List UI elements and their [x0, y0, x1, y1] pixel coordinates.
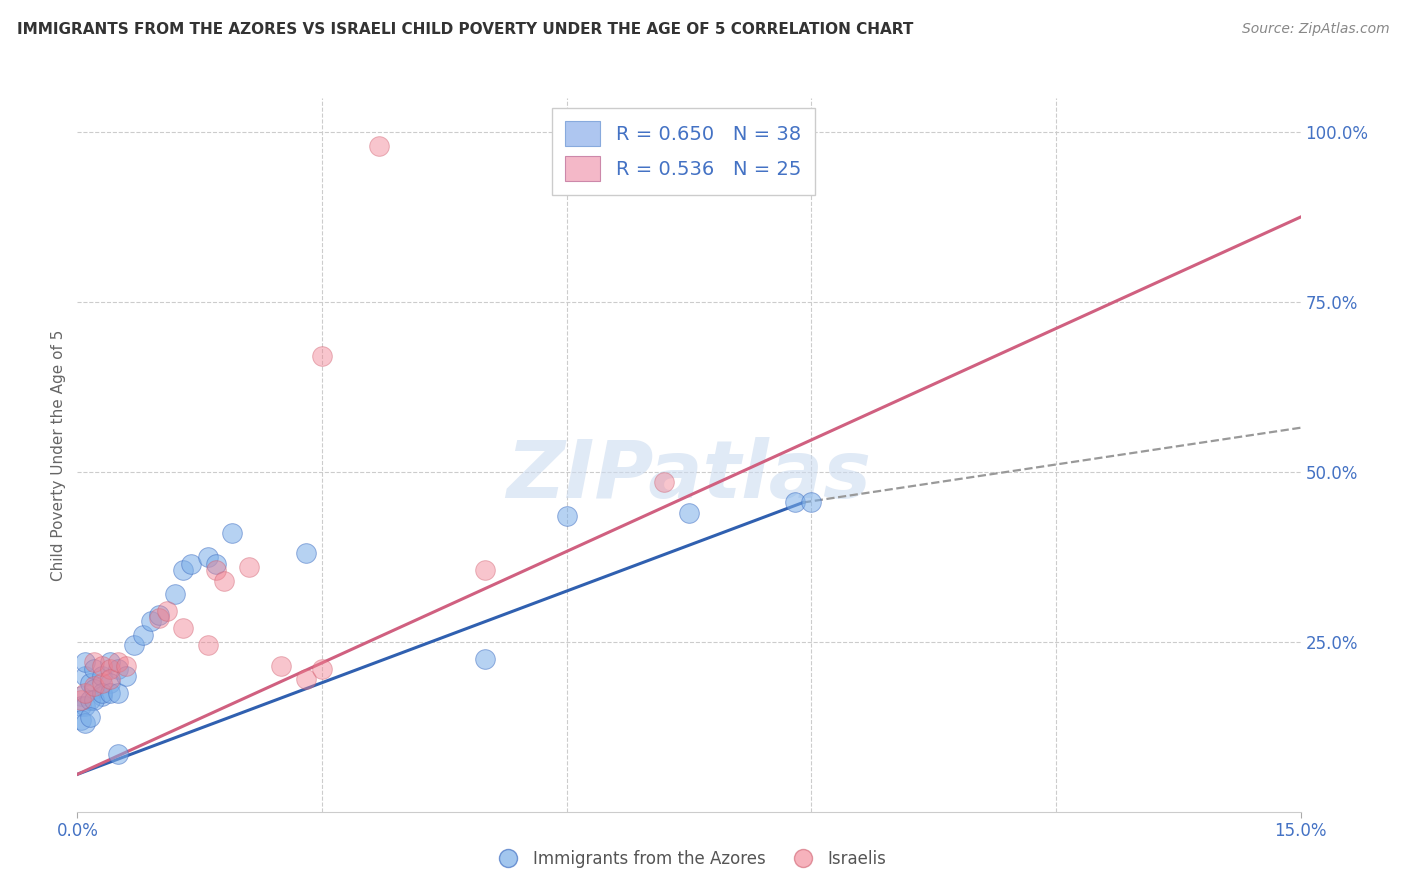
Point	[148, 611, 170, 625]
Point	[83, 692, 105, 706]
Point	[107, 686, 129, 700]
Point	[311, 662, 333, 676]
Point	[70, 713, 93, 727]
Point	[90, 689, 112, 703]
Text: IMMIGRANTS FROM THE AZORES VS ISRAELI CHILD POVERTY UNDER THE AGE OF 5 CORRELATI: IMMIGRANTS FROM THE AZORES VS ISRAELI CH…	[17, 22, 914, 37]
Point	[75, 716, 97, 731]
Point	[139, 615, 162, 629]
Point	[70, 692, 93, 706]
Text: ZIPatlas: ZIPatlas	[506, 437, 872, 516]
Point	[654, 475, 676, 489]
Point	[205, 557, 228, 571]
Point	[90, 669, 112, 683]
Point	[98, 662, 121, 676]
Point	[79, 692, 101, 706]
Y-axis label: Child Poverty Under the Age of 5: Child Poverty Under the Age of 5	[51, 329, 66, 581]
Point	[83, 655, 105, 669]
Point	[90, 675, 112, 690]
Point	[238, 560, 260, 574]
Point	[115, 658, 138, 673]
Point	[474, 652, 496, 666]
Text: Source: ZipAtlas.com: Source: ZipAtlas.com	[1241, 22, 1389, 37]
Point	[107, 662, 129, 676]
Point	[70, 699, 93, 714]
Point	[180, 557, 202, 571]
Point	[270, 658, 292, 673]
Point	[131, 628, 153, 642]
Point	[294, 672, 316, 686]
Point	[783, 495, 806, 509]
Point	[75, 669, 97, 683]
Point	[90, 658, 112, 673]
Point	[311, 350, 333, 364]
Point	[148, 607, 170, 622]
Point	[75, 655, 97, 669]
Point	[294, 546, 316, 560]
Point	[197, 638, 219, 652]
Point	[98, 672, 121, 686]
Point	[205, 564, 228, 578]
Point	[212, 574, 235, 588]
Point	[98, 655, 121, 669]
Point	[79, 709, 101, 723]
Point	[156, 604, 179, 618]
Point	[165, 587, 187, 601]
Point	[368, 138, 391, 153]
Point	[115, 669, 138, 683]
Point	[555, 509, 578, 524]
Point	[83, 682, 105, 697]
Point	[98, 675, 121, 690]
Point	[197, 549, 219, 564]
Point	[107, 655, 129, 669]
Point	[75, 686, 97, 700]
Legend: Immigrants from the Azores, Israelis: Immigrants from the Azores, Israelis	[485, 844, 893, 875]
Point	[79, 675, 101, 690]
Point	[90, 686, 112, 700]
Point	[107, 747, 129, 761]
Point	[83, 679, 105, 693]
Point	[221, 526, 243, 541]
Point	[75, 699, 97, 714]
Point	[800, 495, 823, 509]
Point	[70, 689, 93, 703]
Point	[678, 506, 700, 520]
Point	[172, 621, 194, 635]
Point	[474, 564, 496, 578]
Point	[124, 638, 146, 652]
Point	[172, 564, 194, 578]
Point	[83, 662, 105, 676]
Point	[98, 686, 121, 700]
